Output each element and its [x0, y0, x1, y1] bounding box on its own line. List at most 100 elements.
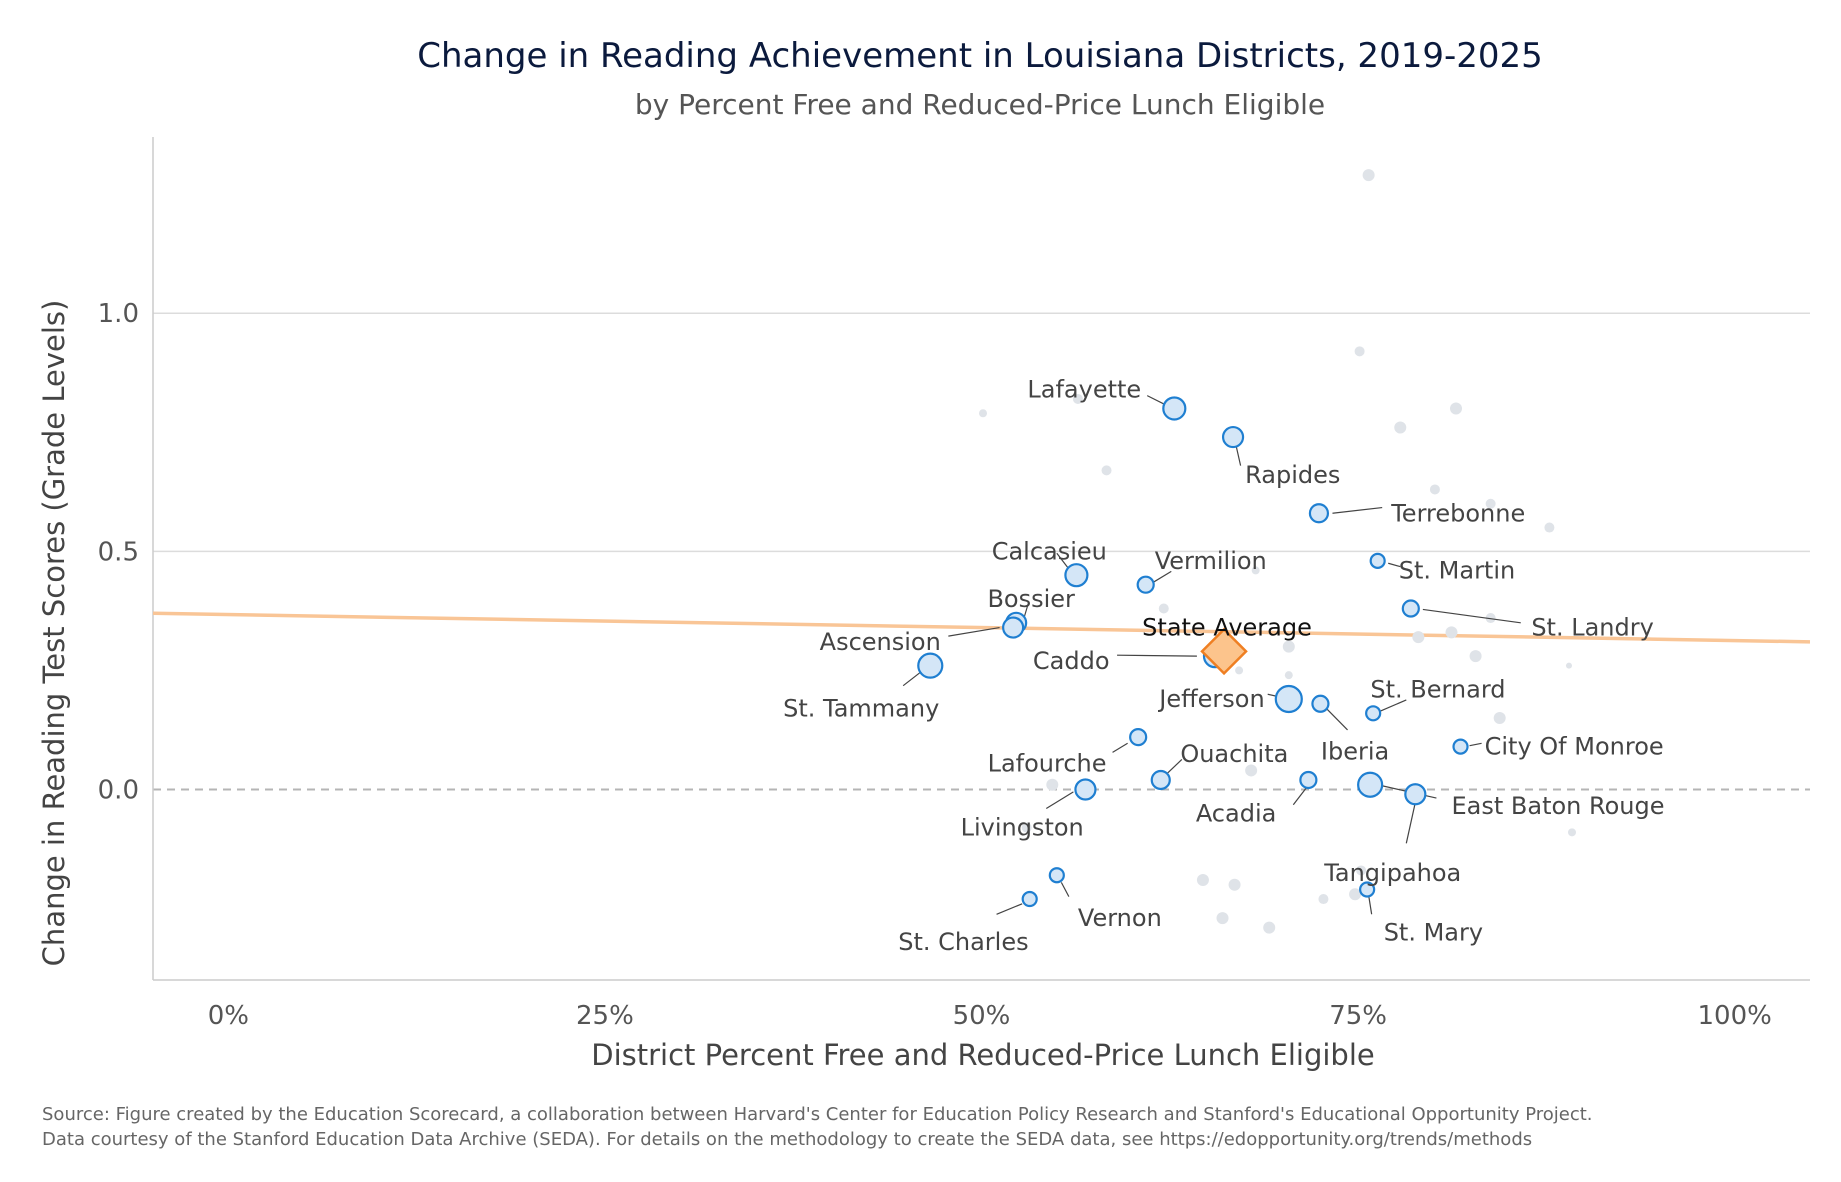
other-districts-layer: [979, 169, 1576, 934]
district-point-acadia: [1299, 770, 1318, 790]
district-point-st-martin: [1369, 552, 1386, 569]
district-point-unlabeled: [1318, 894, 1329, 905]
leader-line-st-mary: [1368, 895, 1373, 915]
label-state-average: State Average: [1142, 614, 1312, 642]
label-jefferson: Jefferson: [1157, 685, 1264, 713]
label-terrebonne: Terrebonne: [1390, 499, 1525, 527]
leader-line-terrebonne: [1332, 506, 1383, 514]
leader-line-livingston: [1045, 791, 1074, 810]
label-lafayette: Lafayette: [1027, 375, 1141, 403]
axis-layer: 0.0 0.5 1.0 0% 25% 50% 75% 100%: [98, 137, 1810, 1031]
district-point-vernon: [1048, 867, 1065, 884]
source-note-line-1: Source: Figure created by the Education …: [42, 1104, 1593, 1125]
state-average-marker: [1200, 627, 1248, 676]
x-tick-label: 25%: [576, 1001, 634, 1031]
label-ascension: Ascension: [820, 628, 941, 656]
leader-line-vermilion: [1152, 570, 1172, 583]
source-note-line-2: Data courtesy of the Stanford Education …: [42, 1129, 1532, 1150]
district-point-unlabeled: [1493, 712, 1506, 725]
district-point-unlabeled: [1101, 465, 1112, 476]
label-caddo: Caddo: [1033, 647, 1110, 675]
label-rapides: Rapides: [1245, 461, 1340, 489]
district-point-st-mary: [1359, 881, 1376, 898]
leader-line-rapides: [1235, 445, 1242, 466]
district-point-unlabeled: [1394, 421, 1407, 434]
district-point-unlabeled: [1445, 626, 1458, 639]
district-point-tangipahoa: [1404, 783, 1427, 806]
label-acadia: Acadia: [1196, 799, 1277, 827]
leader-line-ascension: [948, 626, 1000, 637]
leader-line-tangipahoa: [1405, 802, 1416, 844]
district-point-unlabeled: [1284, 671, 1293, 680]
trend-line: [152, 611, 1811, 644]
district-point-lafourche: [1129, 728, 1148, 747]
district-point-unlabeled: [1263, 921, 1276, 934]
y-tick-label: 1.0: [98, 299, 139, 329]
leader-line-lafayette: [1146, 395, 1166, 406]
leader-line-ouachita: [1166, 759, 1183, 775]
district-point-unlabeled: [1245, 764, 1258, 777]
district-point-st-landry: [1401, 599, 1420, 618]
label-bossier: Bossier: [987, 585, 1075, 613]
leader-line-city-of-monroe: [1469, 742, 1482, 747]
district-point-unlabeled: [1412, 631, 1425, 644]
district-point-unlabeled: [1429, 484, 1440, 495]
leader-line-st-tammany: [902, 672, 921, 687]
district-point-unlabeled: [1485, 613, 1496, 624]
district-point-unlabeled: [1216, 912, 1229, 925]
state-average-layer: [1200, 627, 1248, 676]
point-labels-layer: Lafayette Rapides Terrebonne Calcasieu Vermi…: [783, 375, 1664, 955]
district-point-livingston: [1074, 778, 1097, 801]
district-point-unlabeled: [1356, 865, 1367, 876]
district-point-unlabeled: [1544, 522, 1555, 533]
label-st-tammany: St. Tammany: [783, 695, 939, 723]
district-point-unlabeled: [1565, 662, 1572, 669]
label-st-mary: St. Mary: [1384, 918, 1483, 946]
label-city-of-monroe: City Of Monroe: [1485, 733, 1664, 761]
leader-line-st-charles: [996, 903, 1023, 915]
highlighted-districts-layer: [917, 396, 1469, 908]
label-lafourche: Lafourche: [988, 749, 1107, 777]
leader-line-calcasieu: [1056, 552, 1070, 570]
label-iberia: Iberia: [1321, 737, 1389, 765]
district-point-east-baton-rouge: [1357, 771, 1384, 798]
label-st-martin: St. Martin: [1399, 556, 1515, 584]
district-point-vermilion: [1136, 575, 1155, 594]
x-tick-label: 50%: [953, 1001, 1011, 1031]
district-point-unlabeled: [1282, 640, 1295, 653]
district-point-ouachita: [1150, 769, 1171, 791]
leader-line-iberia: [1326, 708, 1348, 731]
y-axis-label: Change in Reading Test Scores (Grade Lev…: [37, 300, 71, 967]
district-point-unlabeled: [1072, 393, 1083, 404]
x-tick-label: 0%: [208, 1001, 249, 1031]
x-tick-label: 75%: [1329, 1001, 1387, 1031]
label-calcasieu: Calcasieu: [992, 537, 1107, 565]
district-point-ascension: [1002, 616, 1025, 639]
district-point-unlabeled: [1469, 650, 1482, 663]
district-point-unlabeled: [1158, 603, 1169, 614]
x-tick-label: 100%: [1698, 1001, 1772, 1031]
district-point-unlabeled: [1196, 873, 1209, 886]
leader-line-st-martin: [1388, 562, 1401, 568]
district-point-unlabeled: [1362, 169, 1375, 182]
chart-subtitle: by Percent Free and Reduced-Price Lunch …: [635, 88, 1325, 121]
district-point-unlabeled: [1251, 566, 1260, 575]
trend-layer: [152, 611, 1811, 644]
district-point-calcasieu: [1064, 563, 1089, 588]
y-tick-label: 0.0: [98, 775, 139, 805]
label-tangipahoa: Tangipahoa: [1323, 859, 1461, 887]
x-axis-label: District Percent Free and Reduced-Price …: [591, 1038, 1375, 1072]
label-east-baton-rouge: East Baton Rouge: [1451, 792, 1664, 820]
district-point-unlabeled: [1485, 498, 1496, 509]
leader-line-st-bernard: [1380, 699, 1407, 712]
district-point-terrebonne: [1308, 503, 1330, 524]
district-point-st-tammany: [917, 652, 944, 679]
district-point-unlabeled: [1228, 878, 1241, 891]
leader-line-lafourche: [1112, 742, 1128, 753]
grid-layer: [153, 312, 1810, 791]
district-point-unlabeled: [1235, 666, 1244, 675]
district-point-unlabeled: [1567, 828, 1576, 837]
district-point-st-charles: [1021, 890, 1038, 908]
district-point-lafayette: [1162, 396, 1187, 421]
